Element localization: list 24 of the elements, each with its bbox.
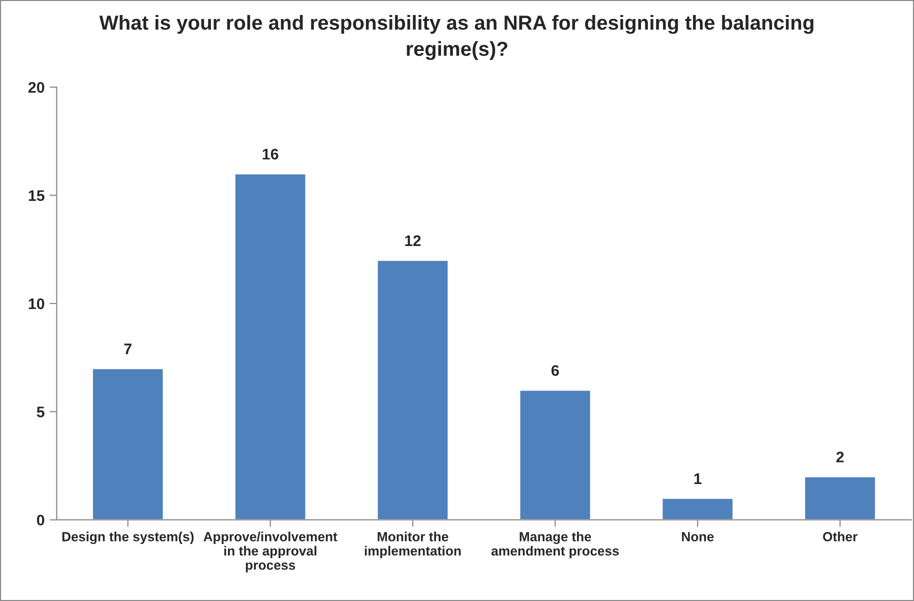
x-tick-label: Manage the amendment process [491, 532, 619, 558]
y-tick-label: 10 [28, 298, 44, 310]
data-label: 16 [262, 148, 278, 160]
x-tick-label: Other [822, 532, 858, 542]
data-label: 2 [836, 452, 844, 462]
bar [804, 476, 876, 520]
bar [376, 260, 450, 520]
data-label: 1 [694, 473, 702, 484]
bar [518, 389, 592, 520]
x-tick-label: Monitor the implementation [364, 532, 461, 558]
y-tick-label: 0 [36, 514, 44, 526]
data-label: 7 [124, 344, 132, 354]
bar [234, 172, 307, 520]
y-tick-label: 20 [28, 82, 44, 93]
y-tick-label: 15 [28, 190, 44, 202]
bar [661, 498, 734, 520]
data-label: 6 [551, 365, 559, 376]
bar [92, 368, 164, 520]
y-tick-label: 5 [36, 406, 44, 418]
chart-title: What is your role and responsibility as an NRA for designing the balancing regime(s)? [99, 15, 814, 60]
x-tick-label: None [682, 532, 714, 542]
x-tick-label: Approve/involvement in the approval process [204, 532, 338, 572]
x-tick-label: Design the system(s) [62, 532, 194, 544]
data-label: 12 [405, 235, 421, 246]
